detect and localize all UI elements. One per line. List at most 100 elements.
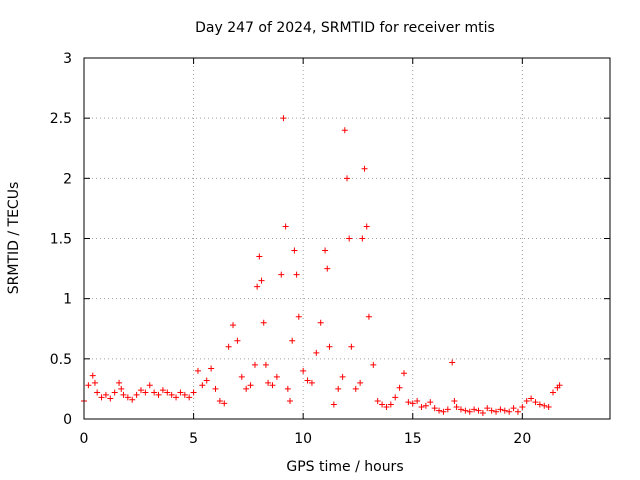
y-tick-label: 3 [63,51,72,67]
data-point [365,313,372,320]
data-point [405,399,412,406]
data-point [510,405,517,412]
data-point [475,407,482,414]
data-point [374,397,381,404]
data-point [173,394,180,401]
data-point [414,397,421,404]
data-point [243,385,250,392]
y-tick-label: 2.5 [50,111,72,127]
data-point [556,382,563,389]
data-point [418,403,425,410]
data-point [444,406,451,413]
data-point [361,165,368,172]
data-point [541,402,548,409]
data-point [258,277,265,284]
data-point [330,401,337,408]
data-point [247,382,254,389]
data-point [324,265,331,272]
data-point [287,397,294,404]
data-point [262,361,269,368]
data-point [357,379,364,386]
data-point [89,372,96,379]
y-tick-label: 0 [63,412,72,428]
data-point [387,401,394,408]
data-point [164,389,171,396]
data-point [409,400,416,407]
data-point [545,403,552,410]
data-point [493,408,500,415]
data-point [208,365,215,372]
x-tick-label: 15 [404,431,422,447]
data-point [466,408,473,415]
data-point [497,406,504,413]
data-point [427,399,434,406]
data-point [293,271,300,278]
data-point [254,283,261,290]
data-point [392,394,399,401]
data-point [352,385,359,392]
data-point [284,385,291,392]
data-point [339,373,346,380]
data-points [81,115,563,416]
data-point [519,403,526,410]
data-point [212,385,219,392]
data-point [326,343,333,350]
data-point [313,349,320,356]
data-point [203,377,210,384]
data-point [282,223,289,230]
data-point [383,403,390,410]
data-point [124,394,131,401]
data-point [449,359,456,366]
data-point [308,379,315,386]
y-tick-label: 2 [63,171,72,187]
data-point [322,247,329,254]
data-point [238,373,245,380]
data-point [550,389,557,396]
x-tick-label: 10 [294,431,312,447]
chart-title: Day 247 of 2024, SRMTID for receiver mti… [195,20,495,36]
data-point [457,406,464,413]
data-point [190,389,197,396]
data-point [146,382,153,389]
data-point [379,401,386,408]
data-point [523,397,530,404]
data-point [137,387,144,394]
axis-ticks: 0 5 10 15 20 0 0.5 1 1.5 2 2.5 3 [50,51,610,447]
data-point [295,313,302,320]
data-point [462,407,469,414]
y-tick-label: 1 [63,292,72,308]
data-point [289,337,296,344]
data-point [479,409,486,416]
data-point [199,382,206,389]
data-point [142,389,149,396]
data-point [168,391,175,398]
data-point [111,389,118,396]
data-point [344,175,350,182]
y-tick-label: 1.5 [50,232,72,248]
data-point [341,127,348,134]
data-point [453,403,460,410]
data-point [116,379,123,386]
data-point [269,382,276,389]
data-point [431,405,438,412]
data-point [501,407,508,414]
data-point [273,373,280,380]
data-point [102,391,109,398]
data-point [177,389,184,396]
data-point [120,391,127,398]
data-point [422,402,429,409]
data-point [536,401,543,408]
data-point [225,343,232,350]
data-point [265,379,272,386]
data-point [528,395,535,402]
x-tick-label: 0 [80,431,89,447]
data-point [107,395,114,402]
x-tick-label: 5 [189,431,198,447]
data-point [346,235,353,242]
data-point [396,384,403,391]
data-point [216,397,223,404]
data-point [256,253,263,260]
data-point [159,387,166,394]
